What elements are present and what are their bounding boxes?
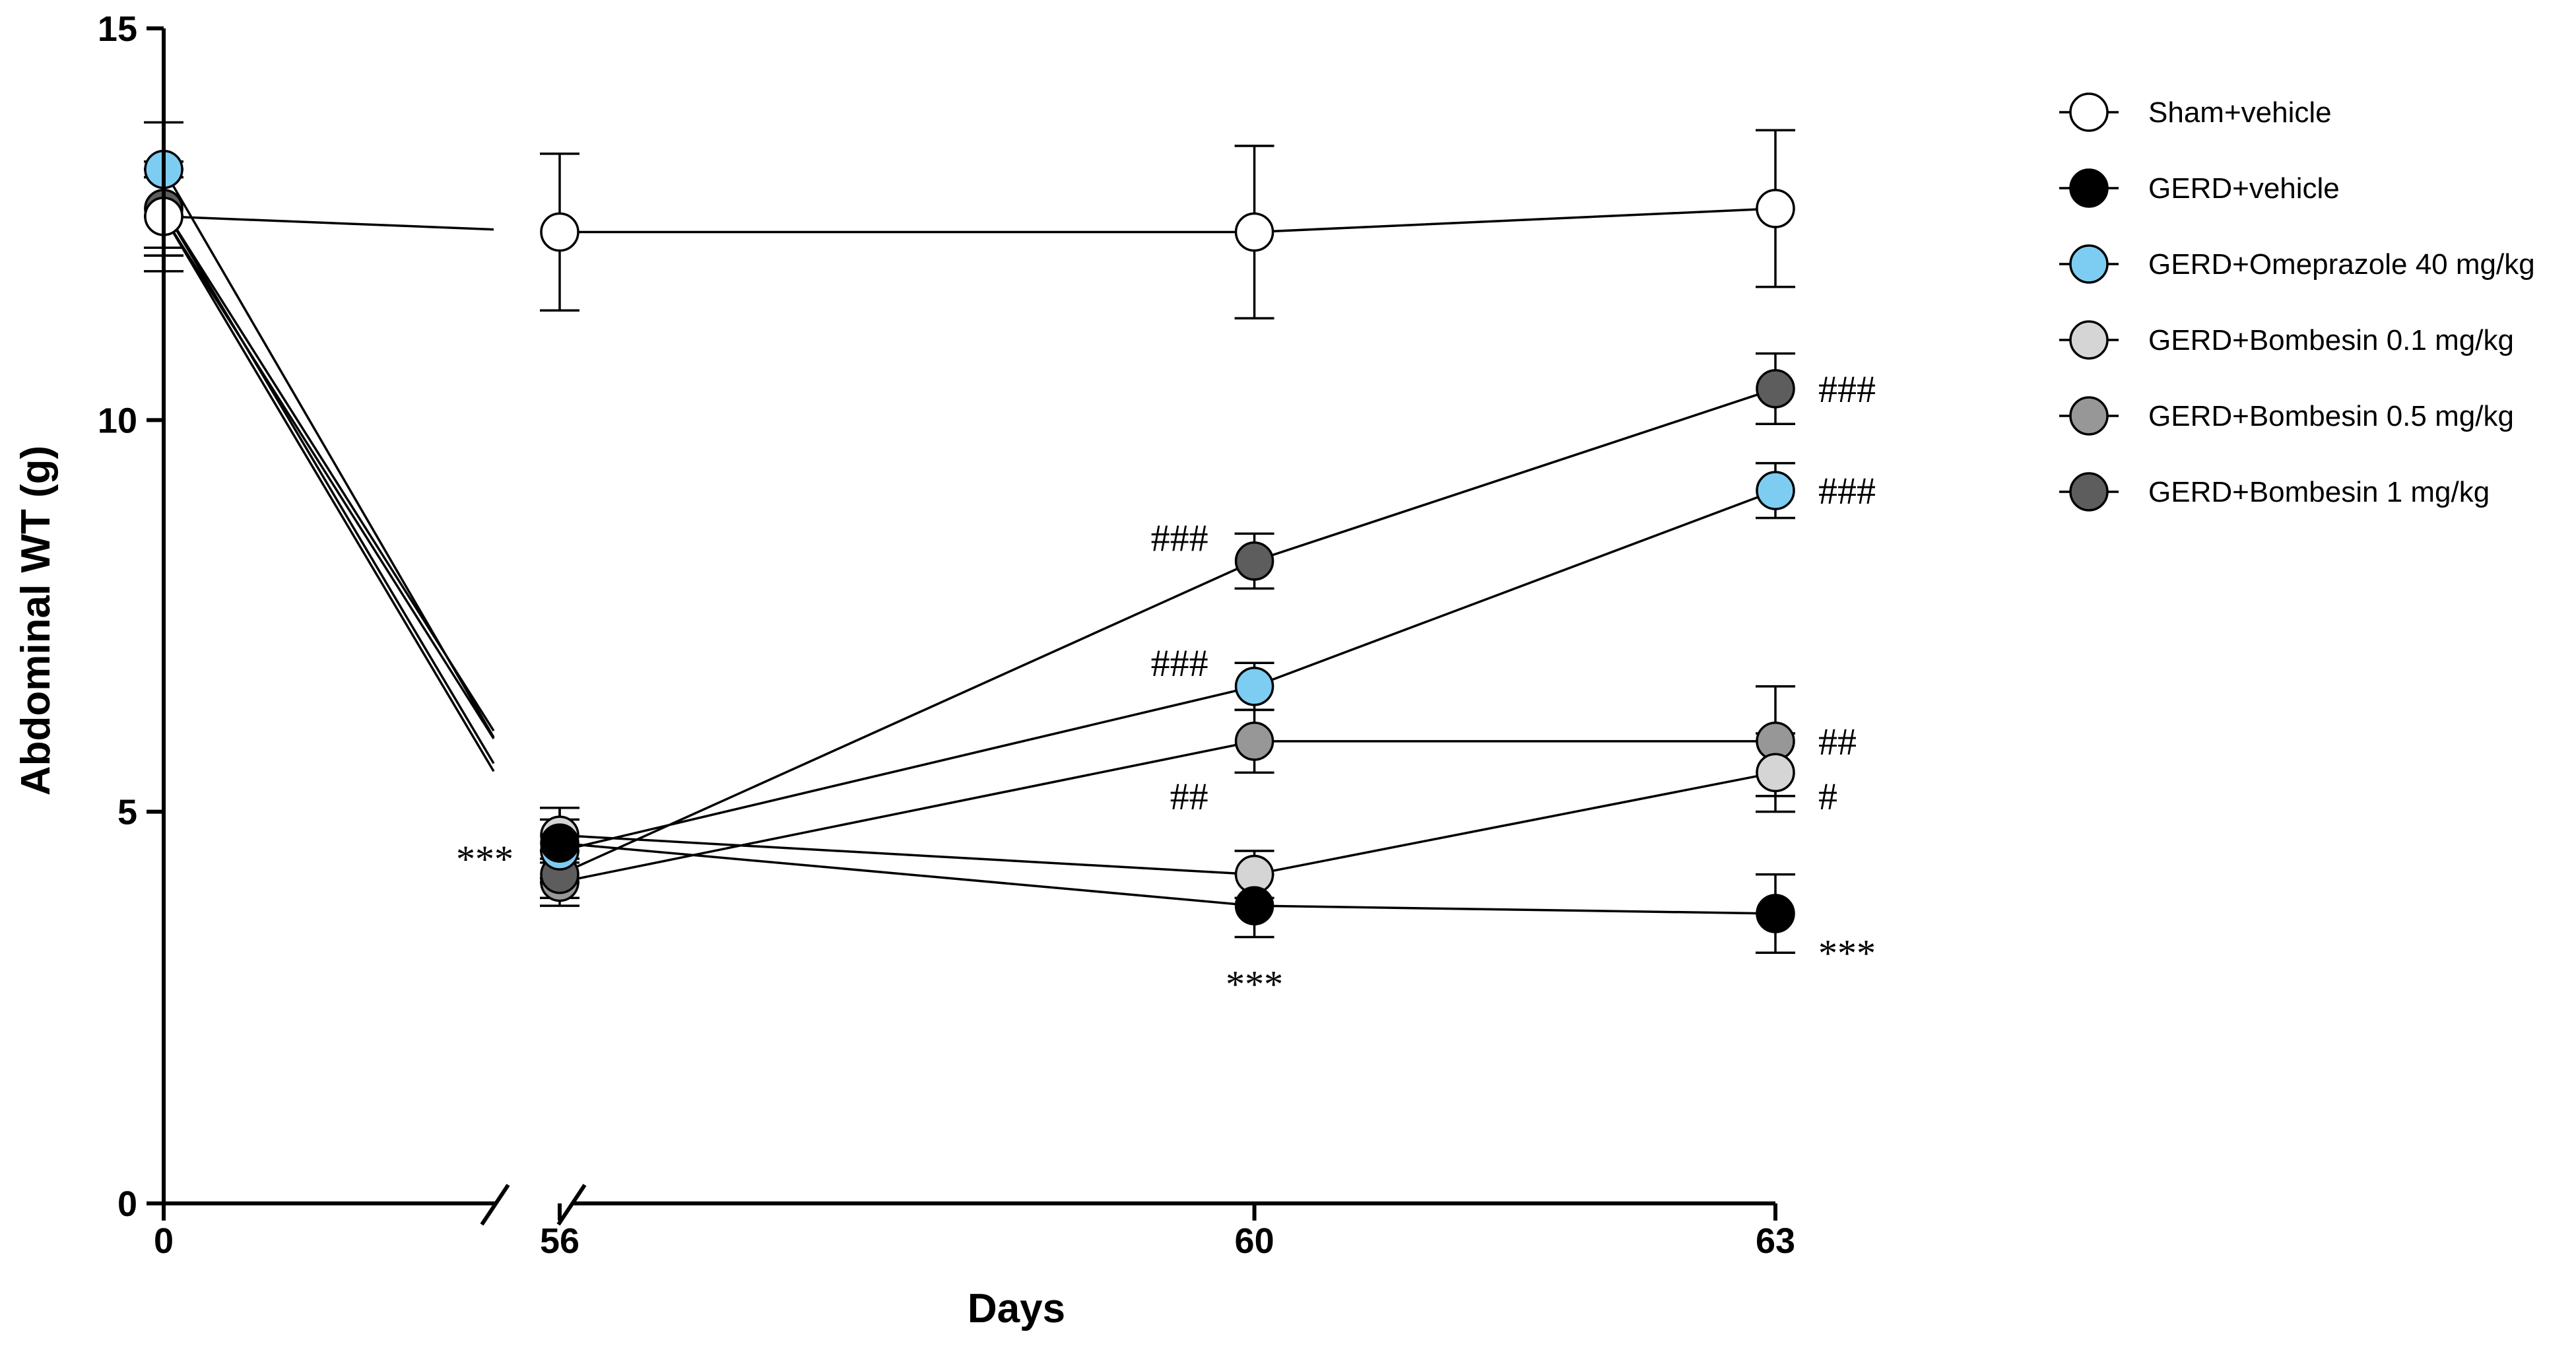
y-tick-label-5: 5 xyxy=(117,793,137,832)
legend-entry-gerd-bombesin-0-1-mg-kg: GERD+Bombesin 0.1 mg/kg xyxy=(2059,320,2514,360)
point-gerd-vehicle-day-63 xyxy=(1756,894,1795,933)
legend-entry-gerd-vehicle: GERD+vehicle xyxy=(2059,168,2340,208)
point-sham-vehicle-day-60 xyxy=(1234,212,1274,252)
annotation-hash-7: ### xyxy=(1818,469,1876,512)
annotation-hash-6: ### xyxy=(1818,368,1876,411)
annotation-hash-9: # xyxy=(1818,775,1837,818)
annotation-hash-3: ### xyxy=(1151,516,1208,559)
point-gerd-bombesin-1-mg-kg-day-63 xyxy=(1756,369,1795,409)
error-bars xyxy=(144,121,1795,955)
annotation-hash-8: ## xyxy=(1818,720,1857,763)
series-line-sham-vehicle xyxy=(560,207,1776,234)
annotation-star-0: *** xyxy=(456,838,513,881)
y-tick-label-10: 10 xyxy=(98,401,137,440)
line-segment-gerd-bombesin-0-1-mg-kg-pre-break xyxy=(162,207,495,731)
line-segment-gerd-bombesin-0-5-mg-kg-pre-break xyxy=(162,215,495,772)
axes: 0 5 10 15 0 56 60 63 Days Abdominal WT (g) xyxy=(13,9,1795,1331)
legend-marker xyxy=(2069,92,2109,132)
x-axis-title: Days xyxy=(968,1286,1065,1331)
legend-marker xyxy=(2069,244,2109,284)
line-segment-gerd-vehicle-pre-break xyxy=(162,215,495,739)
annotation-star-2: *** xyxy=(1818,931,1876,974)
axis-break-mark-left xyxy=(480,1184,510,1226)
legend-label: GERD+Bombesin 0.5 mg/kg xyxy=(2148,400,2514,432)
legend-marker xyxy=(2069,472,2109,512)
series-line-gerd-bombesin-0-5-mg-kg xyxy=(559,740,1775,884)
series-line-gerd-vehicle xyxy=(559,842,1776,915)
x-tick-label-0: 0 xyxy=(154,1221,174,1261)
point-gerd-omeprazole-40-mg-kg-day-60 xyxy=(1234,667,1274,706)
significance-annotations: *********################# xyxy=(456,368,1876,1006)
y-tick-label-15: 15 xyxy=(98,9,137,49)
legend-marker xyxy=(2069,168,2109,208)
data-points xyxy=(144,149,1795,933)
annotation-hash-4: ### xyxy=(1151,642,1208,685)
legend-entry-gerd-bombesin-0-5-mg-kg: GERD+Bombesin 0.5 mg/kg xyxy=(2059,396,2514,436)
y-tick-label-0: 0 xyxy=(117,1184,137,1224)
series-line-gerd-bombesin-1-mg-kg xyxy=(559,387,1776,876)
x-tick-label-56: 56 xyxy=(540,1221,579,1261)
legend-label: GERD+Bombesin 1 mg/kg xyxy=(2148,476,2490,508)
legend-marker xyxy=(2069,320,2109,360)
x-tick-label-63: 63 xyxy=(1756,1221,1795,1261)
annotation-star-1: *** xyxy=(1226,963,1283,1006)
x-tick-label-60: 60 xyxy=(1235,1221,1274,1261)
point-gerd-vehicle-day-56 xyxy=(540,823,579,863)
legend: Sham+vehicle GERD+vehicle GERD+Omeprazole … xyxy=(2059,92,2535,512)
annotation-hash-5: ## xyxy=(1170,775,1208,818)
legend-entry-gerd-bombesin-1-mg-kg: GERD+Bombesin 1 mg/kg xyxy=(2059,472,2490,512)
legend-label: GERD+Bombesin 0.1 mg/kg xyxy=(2148,324,2514,356)
point-sham-vehicle-day-56 xyxy=(540,212,579,252)
point-gerd-bombesin-0-5-mg-kg-day-60 xyxy=(1234,722,1274,761)
legend-label: GERD+vehicle xyxy=(2148,172,2340,205)
series-lines xyxy=(162,168,1776,915)
point-gerd-omeprazole-40-mg-kg-day-63 xyxy=(1756,471,1795,510)
line-segment-gerd-bombesin-1-mg-kg-pre-break xyxy=(162,208,495,764)
point-sham-vehicle-day-63 xyxy=(1756,189,1795,228)
legend-marker xyxy=(2069,396,2109,436)
point-gerd-bombesin-1-mg-kg-day-60 xyxy=(1234,541,1274,581)
point-gerd-vehicle-day-60 xyxy=(1234,886,1274,925)
y-axis-title: Abdominal WT (g) xyxy=(13,446,59,795)
axis-break-mark-right xyxy=(556,1184,587,1226)
point-gerd-bombesin-0-1-mg-kg-day-63 xyxy=(1756,753,1795,793)
legend-label: GERD+Omeprazole 40 mg/kg xyxy=(2148,248,2535,281)
line-segment-sham-vehicle-pre-break xyxy=(163,215,494,231)
legend-label: Sham+vehicle xyxy=(2148,96,2332,129)
legend-entry-sham-vehicle: Sham+vehicle xyxy=(2059,92,2332,132)
legend-entry-gerd-omeprazole-40-mg-kg: GERD+Omeprazole 40 mg/kg xyxy=(2059,244,2535,284)
